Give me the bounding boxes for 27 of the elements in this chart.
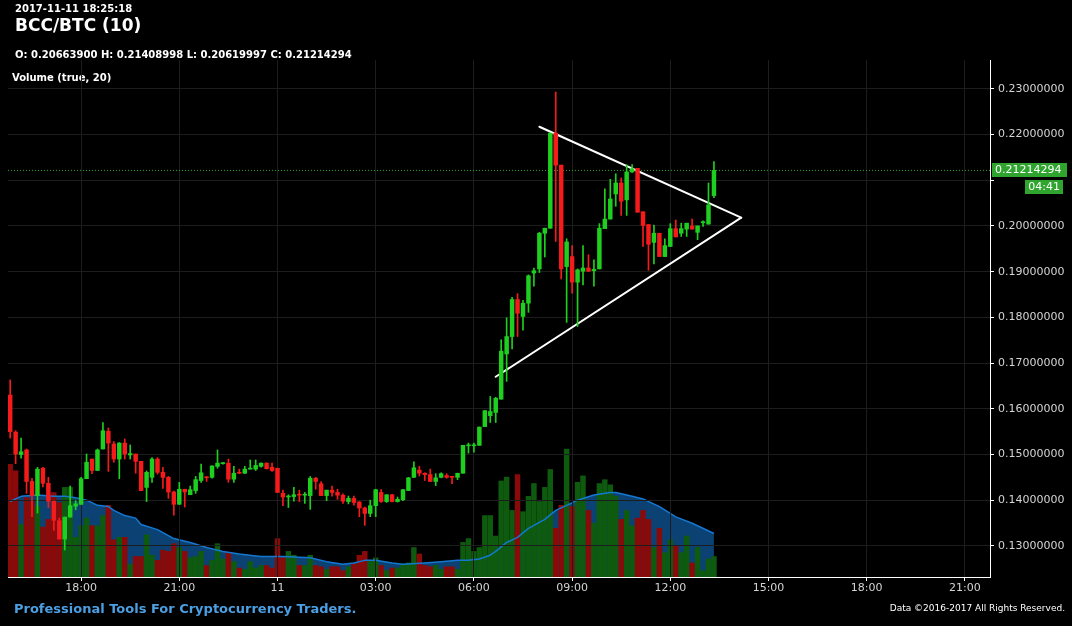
x-tick-label: 03:00 bbox=[359, 581, 392, 595]
x-tick-label: 21:00 bbox=[949, 581, 981, 595]
y-tick-label: 0.22000000 bbox=[998, 127, 1065, 141]
y-tick-label: 0.17000000 bbox=[998, 355, 1065, 369]
y-tick-label: 0.18000000 bbox=[998, 310, 1065, 324]
x-tick-label: 15:00 bbox=[752, 581, 785, 595]
ref-line-label: 0.21214294 bbox=[992, 163, 1067, 178]
x-tick-label: 21:00 bbox=[163, 581, 196, 595]
x-tick-label: 12:00 bbox=[654, 581, 687, 595]
x-tick-label: 18:00 bbox=[850, 581, 883, 595]
chart-title: BCC/BTC (10) bbox=[15, 15, 142, 36]
y-tick-label: 0.13000000 bbox=[998, 538, 1065, 552]
x-tick-label: 18:00 bbox=[65, 581, 97, 595]
text: Professional Tools For Cryptocurrency Traders. bbox=[14, 601, 357, 617]
y-tick-label: 0.23000000 bbox=[998, 81, 1065, 95]
y-tick-label: 0.14000000 bbox=[998, 493, 1065, 507]
text: Data ©2016-2017 All Rights Reserved. bbox=[889, 603, 1065, 614]
text: 2017-11-11 18:25:18 bbox=[15, 3, 133, 15]
text: 04:41 bbox=[1025, 180, 1063, 195]
x-tick-label: 09:00 bbox=[556, 581, 588, 595]
y-tick-label: 0.20000000 bbox=[998, 218, 1065, 232]
chart-subtitle: O: 0.20663900 H: 0.21408998 L: 0.20619997 C: 0.21214294 bbox=[15, 49, 352, 61]
y-tick-label: 0.15000000 bbox=[998, 447, 1065, 461]
x-tick-label: 11 bbox=[270, 581, 285, 595]
y-tick-label: 0.19000000 bbox=[998, 264, 1065, 278]
y-tick-label: 0.16000000 bbox=[998, 401, 1065, 415]
x-tick-label: 06:00 bbox=[458, 581, 490, 595]
